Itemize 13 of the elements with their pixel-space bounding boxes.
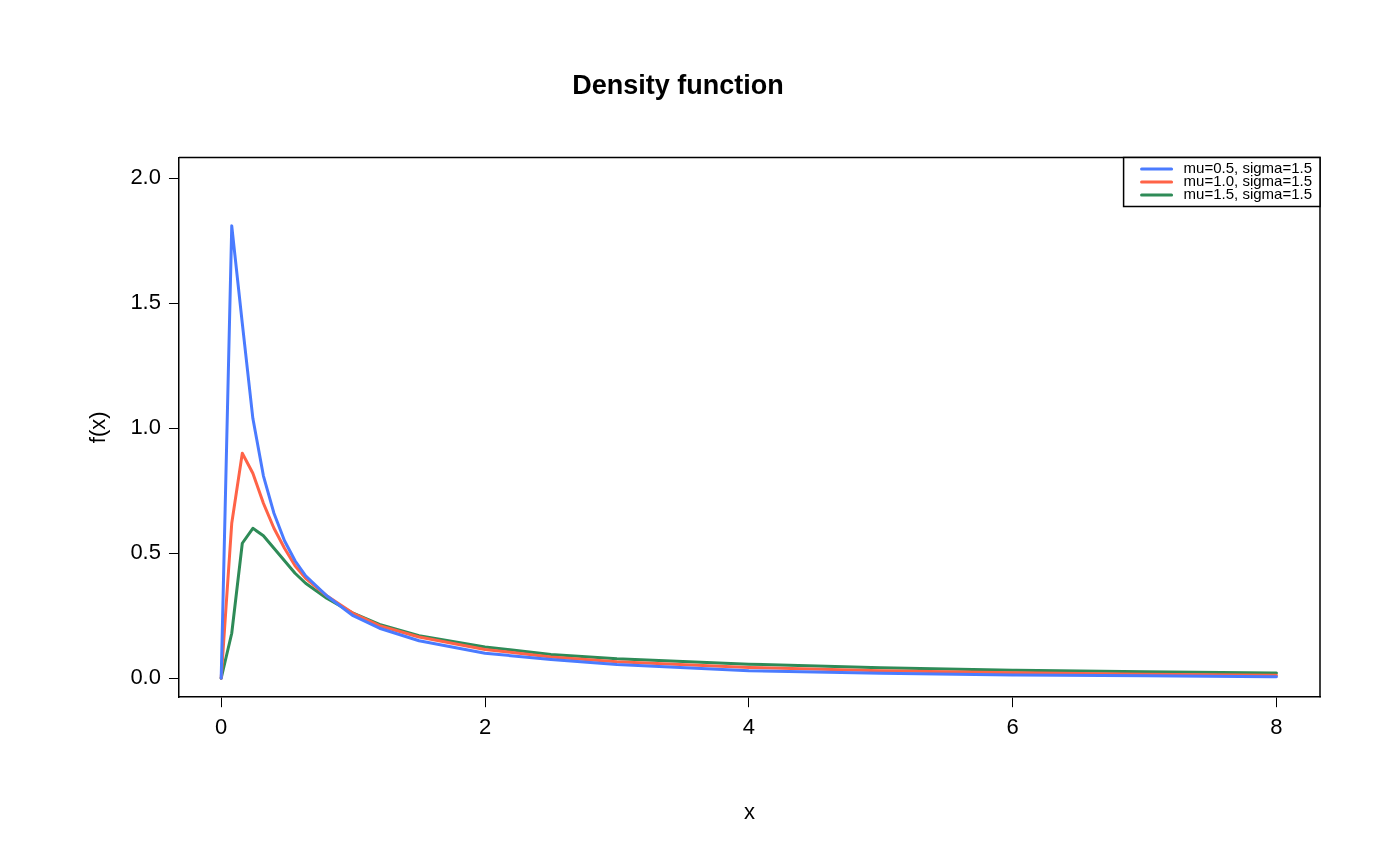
x-tick-label: 2 — [478, 714, 492, 740]
y-tick-label: 2.0 — [130, 164, 161, 190]
x-tick-label: 8 — [1270, 714, 1283, 740]
x-tick-label: 4 — [742, 714, 755, 740]
y-tick-label: 1.0 — [130, 414, 161, 440]
y-tick-label: 1.5 — [130, 289, 161, 315]
y-tick-label: 0.0 — [130, 664, 161, 690]
chart-title: Density function — [572, 69, 784, 100]
x-axis-title: x — [743, 798, 755, 824]
y-axis-title: f(x) — [85, 411, 111, 444]
x-tick-label: 0 — [215, 714, 228, 740]
x-tick-label: 6 — [1006, 714, 1019, 740]
y-tick-label: 0.5 — [130, 539, 161, 565]
